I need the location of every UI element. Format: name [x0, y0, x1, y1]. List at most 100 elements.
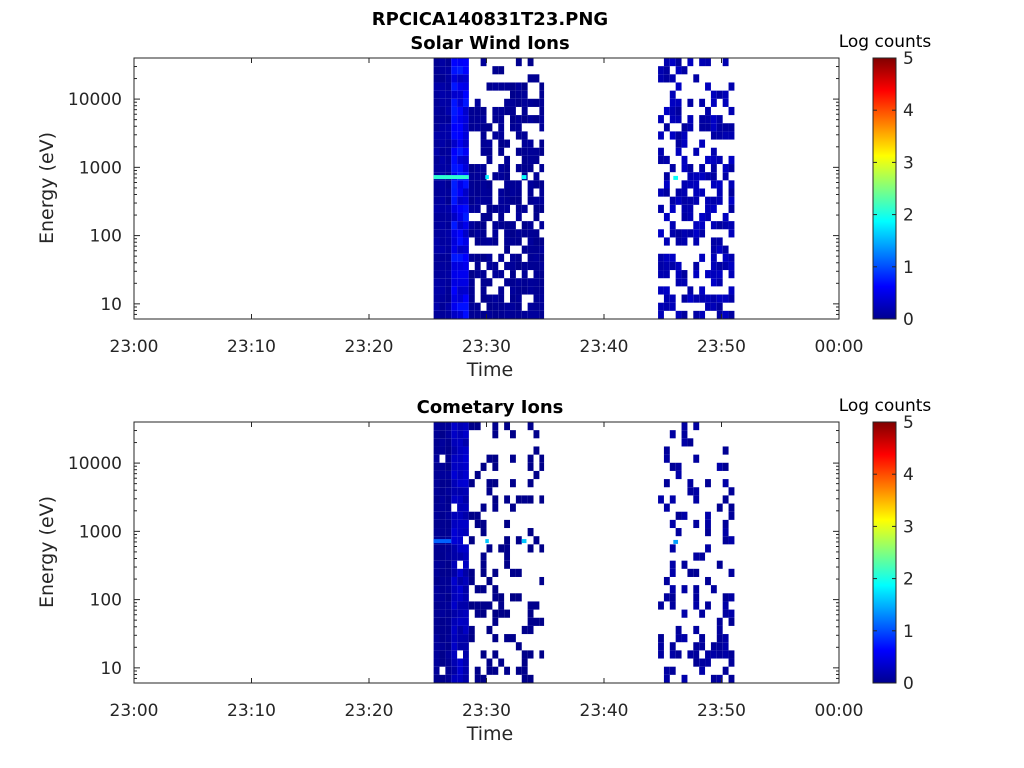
- spectrogram-cell: [492, 503, 499, 512]
- spectrogram-cell: [463, 528, 469, 537]
- spectrogram-cell: [498, 164, 505, 173]
- spectrogram-cell: [480, 278, 487, 287]
- spectrogram-cell: [539, 294, 545, 303]
- spectrogram-cell: [439, 115, 446, 124]
- spectrogram-cell: [439, 585, 446, 594]
- spectrogram-cell: [533, 115, 540, 124]
- spectrogram-cell: [451, 479, 458, 488]
- spectrogram-cell: [457, 528, 464, 537]
- spectrogram-cell: [463, 245, 469, 254]
- spectrogram-cell: [486, 576, 493, 586]
- spectrogram-cell: [693, 593, 700, 602]
- spectrogram-cell: [527, 286, 534, 295]
- spectrogram-cell: [468, 634, 475, 643]
- spectrogram-cell: [457, 519, 464, 529]
- spectrogram-cell: [663, 302, 670, 311]
- spectrogram-cell: [439, 650, 446, 659]
- spectrogram-cell: [527, 245, 534, 254]
- spectrogram-cell: [468, 196, 475, 205]
- spectrogram-cell: [474, 270, 481, 279]
- spectrogram-cell: [433, 82, 440, 91]
- spectrogram-cell: [433, 139, 440, 148]
- spectrogram-cell: [722, 528, 729, 537]
- spectrogram-cell: [658, 204, 664, 213]
- spectrogram-cell: [474, 237, 481, 246]
- spectrogram-cell: [515, 164, 522, 173]
- spectrogram-cell: [463, 642, 469, 651]
- spectrogram-cell: [675, 58, 682, 67]
- spectrogram-cell: [492, 430, 499, 439]
- spectrogram-cell: [710, 221, 717, 230]
- spectrogram-cell: [445, 66, 452, 75]
- spectrogram-cell: [693, 74, 700, 83]
- spectrogram-cell: [451, 552, 458, 561]
- spectrogram-cell: [480, 585, 487, 594]
- spectrogram-cell: [463, 221, 469, 230]
- spectrogram-cell: [451, 422, 458, 431]
- spectrogram-cell: [687, 98, 694, 107]
- spectrogram-cell: [510, 221, 516, 230]
- spectrogram-cell: [474, 106, 481, 116]
- spectrogram-cell: [687, 123, 694, 132]
- y-axis-label: Energy (eV): [36, 496, 58, 608]
- spectrogram-cell: [451, 601, 458, 610]
- spectrogram-cell: [439, 74, 446, 83]
- x-tick-label: 23:30: [462, 701, 511, 721]
- spectrogram-cell: [533, 98, 540, 107]
- spectrogram-cell: [468, 601, 475, 610]
- spectrogram-cell: [445, 479, 452, 488]
- spectrogram-cell: [498, 286, 505, 295]
- spectrogram-cell: [468, 229, 475, 238]
- y-axis-ticks: 10 100 1000 10000: [68, 57, 839, 320]
- spectrogram-cell: [468, 576, 475, 586]
- spectrogram-cell: [722, 90, 729, 99]
- spectrogram-cell: [527, 180, 534, 189]
- spectrogram-cell: [510, 123, 516, 132]
- spectrogram-cell: [445, 204, 452, 213]
- spectrogram-cell: [687, 172, 694, 181]
- spectrogram-cell: [515, 310, 522, 319]
- spectrogram-cell: [492, 454, 499, 463]
- spectrogram-cell: [539, 139, 545, 148]
- x-axis-ticks: 23:00 23:10 23:20 23:30 23:40 23:50 00:00: [110, 58, 864, 357]
- spectrogram-cell: [463, 196, 469, 205]
- spectrogram-cell: [539, 188, 545, 197]
- spectrogram-cell: [457, 106, 464, 116]
- spectrogram-cell: [527, 302, 534, 311]
- spectrogram-cell: [486, 294, 493, 303]
- spectrogram-cell: [728, 650, 735, 659]
- spectrogram-cell: [515, 82, 522, 91]
- spectrogram-cell: [504, 155, 511, 165]
- spectrogram-cell: [474, 229, 481, 238]
- spectrogram-cell: [728, 658, 735, 667]
- spectrogram-cell: [433, 245, 440, 254]
- spectrogram-cell: [728, 253, 735, 262]
- spectrogram-cell: [492, 617, 499, 626]
- spectrogram-cell: [527, 196, 534, 205]
- spectrogram-cell: [457, 422, 464, 431]
- spectrogram-cell: [675, 278, 682, 287]
- spectrogram-cell: [486, 237, 493, 246]
- spectrogram-cell: [439, 229, 446, 238]
- spectrogram-cell: [463, 74, 469, 83]
- spectrogram-cell: [468, 115, 475, 124]
- spectrogram-cell: [504, 180, 511, 189]
- spectrogram-cell: [663, 155, 670, 165]
- spectrogram-cell: [486, 253, 493, 262]
- spectrogram-cell: [699, 221, 706, 230]
- spectrogram-cell: [510, 106, 516, 116]
- spectrogram-cell: [539, 90, 545, 99]
- spectrogram-cell: [486, 123, 493, 132]
- spectrogram-cell: [716, 261, 723, 271]
- spectrogram-cell: [445, 106, 452, 116]
- spectrogram-cell: [699, 310, 706, 319]
- spectrogram-cell: [693, 147, 700, 156]
- spectrogram-cell: [463, 90, 469, 99]
- spectrogram-cell: [498, 131, 505, 140]
- spectrogram-cell: [486, 155, 493, 165]
- spectrogram-cell: [457, 204, 464, 213]
- spectrogram-cell: [527, 147, 534, 156]
- spectrogram-cell: [669, 568, 676, 577]
- spectrogram-cell: [492, 172, 499, 181]
- spectrogram-cell: [457, 470, 464, 480]
